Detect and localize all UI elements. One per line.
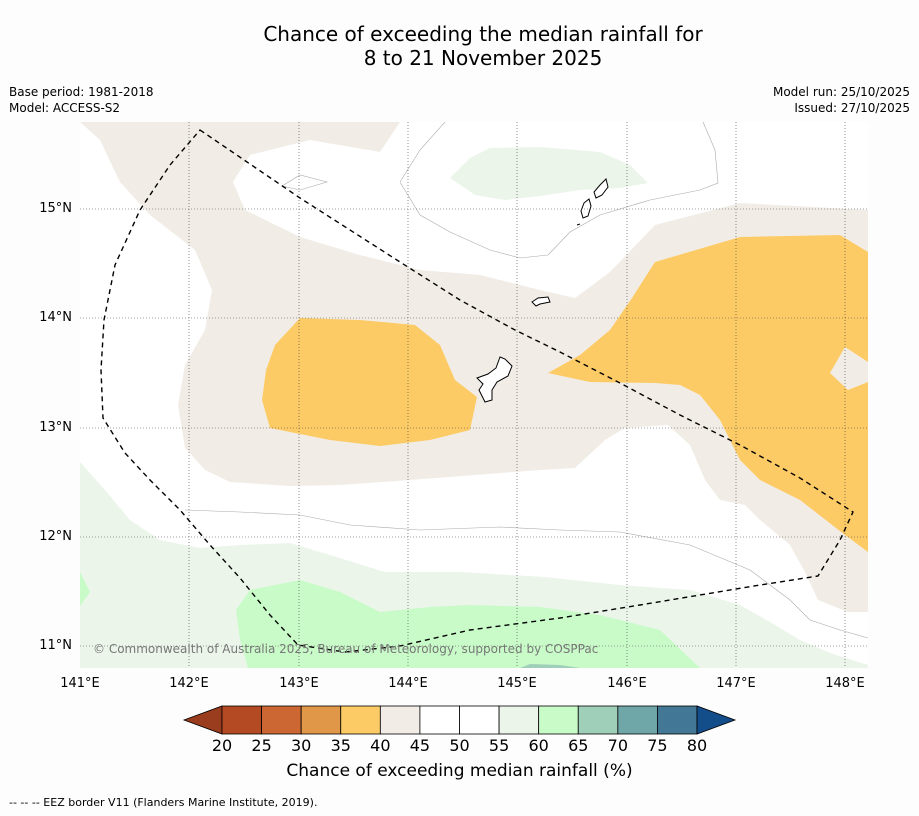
title-line-1: Chance of exceeding the median rainfall … xyxy=(263,22,703,46)
colorbar-swatch-75-80 xyxy=(657,705,698,735)
meta-left: Base period: 1981-2018 Model: ACCESS-S2 xyxy=(9,84,154,116)
lon-label-145e: 145°E xyxy=(497,676,537,691)
colorbar-tick-30: 30 xyxy=(290,736,312,755)
lat-label-15n: 15°N xyxy=(39,201,72,216)
contour-line-south xyxy=(184,509,868,639)
colorbar-swatch-45-50 xyxy=(419,705,460,735)
rota-island xyxy=(531,296,551,307)
colorbar-over-arrow xyxy=(696,705,737,735)
tinian-island xyxy=(580,198,592,219)
lat-label-13n: 13°N xyxy=(39,420,72,435)
lon-label-141e: 141°E xyxy=(60,676,100,691)
colorbar-tick-35: 35 xyxy=(330,736,351,755)
model-run: Model run: 25/10/2025 xyxy=(772,85,910,99)
lat-label-12n: 12°N xyxy=(39,529,72,544)
eez-legend-note: -- -- -- EEZ border V11 (Flanders Marine… xyxy=(9,796,318,809)
colorbar-swatch-50-55 xyxy=(459,705,500,735)
colorbar-tick-25: 25 xyxy=(251,736,272,755)
colorbar-swatch-35-40 xyxy=(340,705,381,735)
issued-date: Issued: 27/10/2025 xyxy=(794,101,910,115)
colorbar-tick-40: 40 xyxy=(370,736,391,755)
contour-65-70 xyxy=(520,664,580,668)
colorbar-tick-65: 65 xyxy=(568,736,589,755)
colorbar-swatch-25-30 xyxy=(261,705,302,735)
title-line-2: 8 to 21 November 2025 xyxy=(363,46,603,70)
colorbar-tick-75: 75 xyxy=(647,736,668,755)
contour-60-65-edge xyxy=(80,572,90,606)
eez-border xyxy=(100,129,854,653)
base-period: Base period: 1981-2018 xyxy=(9,85,154,99)
colorbar-tick-50: 50 xyxy=(449,736,470,755)
lon-label-144e: 144°E xyxy=(388,676,428,691)
lon-label-142e: 142°E xyxy=(169,676,209,691)
colorbar-swatch-65-70 xyxy=(577,705,619,735)
guam-island xyxy=(476,356,513,403)
colorbar-swatch-40-45 xyxy=(379,705,421,735)
map-title: Chance of exceeding the median rainfall … xyxy=(0,22,919,70)
colorbar-tick-55: 55 xyxy=(488,736,510,755)
colorbar-title: Chance of exceeding median rainfall (%) xyxy=(286,761,633,781)
copyright-notice: © Commonwealth of Australia 2025, Bureau… xyxy=(93,642,599,656)
lon-label-146e: 146°E xyxy=(607,676,647,691)
lon-label-143e: 143°E xyxy=(279,676,319,691)
colorbar-swatch-20-25 xyxy=(221,705,262,735)
map-area xyxy=(80,122,868,668)
contour-35-40-west xyxy=(262,318,477,446)
saipan-island xyxy=(593,178,609,199)
contour-pocket-east xyxy=(830,347,868,390)
colorbar-under-arrow xyxy=(182,705,223,735)
colorbar xyxy=(182,705,737,735)
lon-label-147e: 147°E xyxy=(716,676,756,691)
model-name: Model: ACCESS-S2 xyxy=(9,101,121,115)
colorbar-swatch-30-35 xyxy=(300,705,342,735)
colorbar-tick-20: 20 xyxy=(211,736,233,755)
colorbar-swatch-70-75 xyxy=(617,705,658,735)
colorbar-tick-45: 45 xyxy=(409,736,431,755)
meta-right: Model run: 25/10/2025 Issued: 27/10/2025 xyxy=(773,84,910,116)
colorbar-tick-70: 70 xyxy=(607,736,628,755)
contour-line-north xyxy=(399,122,719,259)
gridlines xyxy=(80,122,868,668)
colorbar-swatch-60-65 xyxy=(538,705,579,735)
lat-label-11n: 11°N xyxy=(39,638,72,653)
contour-line-island xyxy=(281,174,329,191)
lon-label-148e: 148°E xyxy=(825,676,865,691)
colorbar-swatch-55-60 xyxy=(498,705,540,735)
colorbar-tick-80: 80 xyxy=(686,736,708,755)
aguijan-island xyxy=(576,223,581,226)
contour-35-40-east xyxy=(548,235,868,552)
contour-40-45-main xyxy=(80,122,868,612)
colorbar-tick-60: 60 xyxy=(528,736,549,755)
lat-label-14n: 14°N xyxy=(39,310,72,325)
